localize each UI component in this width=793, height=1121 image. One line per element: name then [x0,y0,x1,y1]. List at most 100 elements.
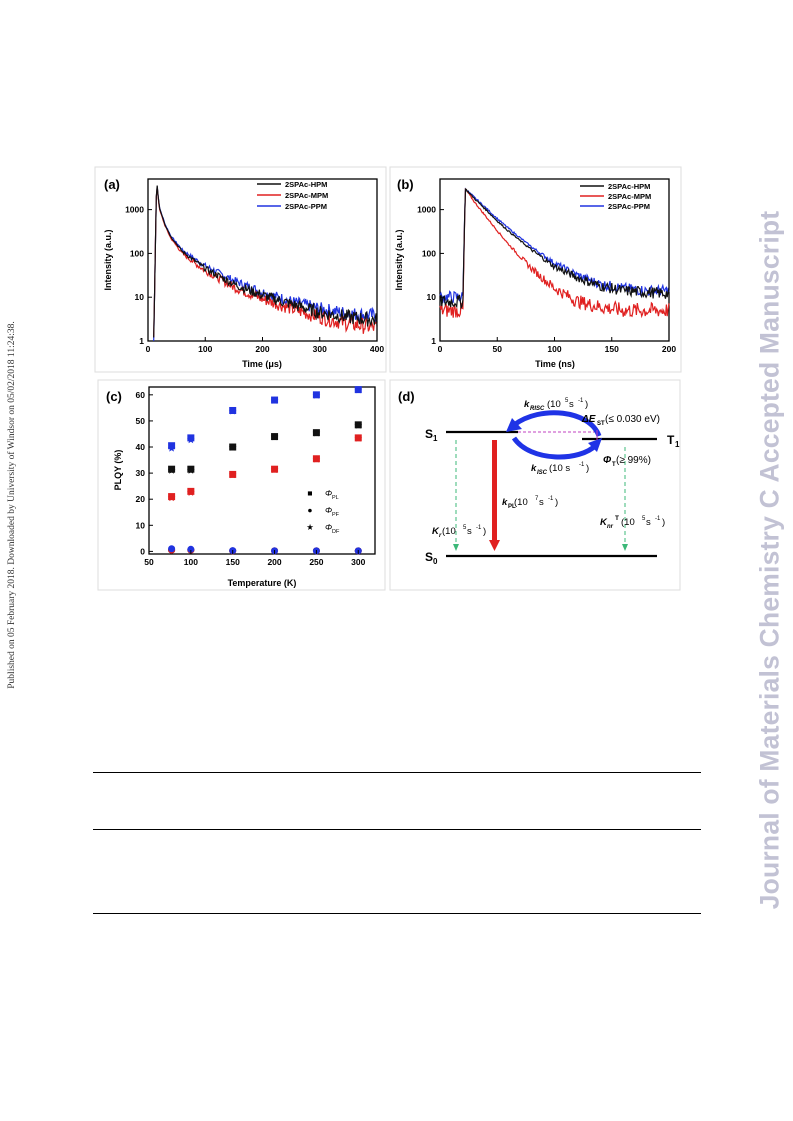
y-tick-label: 1000 [417,205,436,215]
x-tick-label: 150 [605,344,619,354]
k-r-close: ) [483,526,486,537]
s0-label-sub: 0 [433,557,438,566]
k-nr-sup: 5 [642,516,646,522]
x-tick-label: 200 [662,344,676,354]
ticks-b: 0 50 100 150 200 1 10 100 1000 [417,205,676,354]
k-isc-sub: ISC [537,470,548,476]
kpl-arrow [492,440,497,540]
y-tick-label: 0 [140,546,145,556]
legend-sub: PF [332,512,340,518]
data-point-star [187,488,195,496]
data-point-star [354,386,363,394]
k-pl-sup: 7 [535,496,539,502]
series-group-b [439,187,670,319]
x-tick-label: 150 [226,557,240,567]
legend-b: 2SPAc-HPM 2SPAc-MPM 2SPAc-PPM [580,182,651,211]
panel-label-c: (c) [106,389,122,404]
k-risc-main: k [524,399,530,410]
phi-t-value: (≥ 99%) [616,455,651,466]
legend-symbol-circle: ● [307,505,312,515]
k-nr-sup-t: T [615,515,619,522]
k-r-rate: (10 [442,526,456,537]
y-axis-label-b: Intensity (a.u.) [394,229,404,290]
legend-c: ■ Φ PL ● Φ PF ★ Φ DF [306,488,340,535]
series-group-a [153,185,378,342]
data-point-star [354,434,363,442]
k-risc-rate: (10 [547,399,561,410]
phi-t-main: Φ [603,455,612,466]
x-tick-label: 300 [351,557,365,567]
isc-arrow [511,436,598,460]
legend-sub: DF [332,529,340,535]
k-isc-rate: (10 s [549,463,570,474]
k-pl-unit: s [539,497,544,508]
y-tick-label: 1 [139,336,144,346]
y-tick-label: 10 [427,292,437,302]
legend-sub: PL [332,495,339,501]
data-point-star [312,429,321,437]
k-risc-close: ) [585,399,588,410]
y-tick-label: 1 [431,336,436,346]
data-point-star [167,466,176,474]
ticks-c: 50 100 150 200 250 300 0 10 20 30 40 50 60 [136,390,366,567]
data-point-star [187,436,195,444]
k-pl-label: k PL (10 7 s -1 ) [502,496,558,510]
data-point-circle [187,545,195,553]
t1-label-sub: 1 [675,440,680,449]
k-pl-unit-sup: -1 [548,496,554,502]
x-tick-label: 50 [493,344,503,354]
k-nr-main: K [600,517,608,528]
data-point-star [270,396,279,404]
phi-t-label: Φ T (≥ 99%) [603,455,651,468]
legend-entry: 2SPAc-HPM [285,180,327,189]
panel-d: (d) S 1 T 1 S 0 k RISC (10 5 [389,379,681,591]
k-isc-close: ) [586,463,589,474]
marks-group-c [167,386,363,555]
data-point-star [167,444,176,452]
k-risc-label: k RISC (10 5 s -1 ) [524,398,588,412]
k-nr-unit-sup: -1 [655,516,661,522]
k-isc-main: k [531,463,537,474]
k-nr-close: ) [662,517,665,528]
knr-arrow-head [622,544,628,551]
data-point-circle [168,545,176,553]
k-isc-label: k ISC (10 s -1 ) [531,462,589,476]
data-point-star [228,443,237,451]
k-nr-unit: s [646,517,651,528]
kpl-arrow-head [489,540,500,551]
legend-entry: 2SPAc-HPM [608,182,650,191]
x-tick-label: 100 [184,557,198,567]
y-tick-label: 100 [422,248,436,258]
k-r-sup: 5 [463,525,467,531]
data-point-star [312,455,321,463]
legend-entry: 2SPAc-PPM [608,202,650,211]
series-line [439,188,670,319]
legend-phi: Φ [325,505,332,515]
panel-label-a: (a) [104,177,120,192]
k-r-main: K [432,526,440,537]
x-tick-label: 250 [309,557,323,567]
s0-label: S [425,550,433,564]
x-tick-label: 0 [146,344,151,354]
k-r-unit-sup: -1 [476,525,482,531]
phi-t-sub: T [612,462,616,468]
isc-arrow-head [588,438,602,452]
x-tick-label: 50 [144,557,154,567]
k-nr-rate: (10 [621,517,635,528]
k-pl-main: k [502,497,508,508]
x-axis-label-c: Temperature (K) [228,578,297,588]
k-risc-unit: s [569,399,574,410]
k-r-unit: s [467,526,472,537]
k-nr-label: K nr T (10 5 s -1 ) [600,515,665,530]
table-header-rule [93,829,701,830]
y-tick-label: 100 [130,248,144,258]
series-line [153,186,378,337]
k-pl-sub: PL [508,504,516,510]
x-axis-label-a: Time (μs) [242,359,282,369]
panel-label-b: (b) [397,177,414,192]
y-tick-label: 10 [135,292,145,302]
y-axis-label-c: PLQY (%) [113,450,123,491]
data-point-star [187,466,195,474]
series-line [439,187,670,310]
